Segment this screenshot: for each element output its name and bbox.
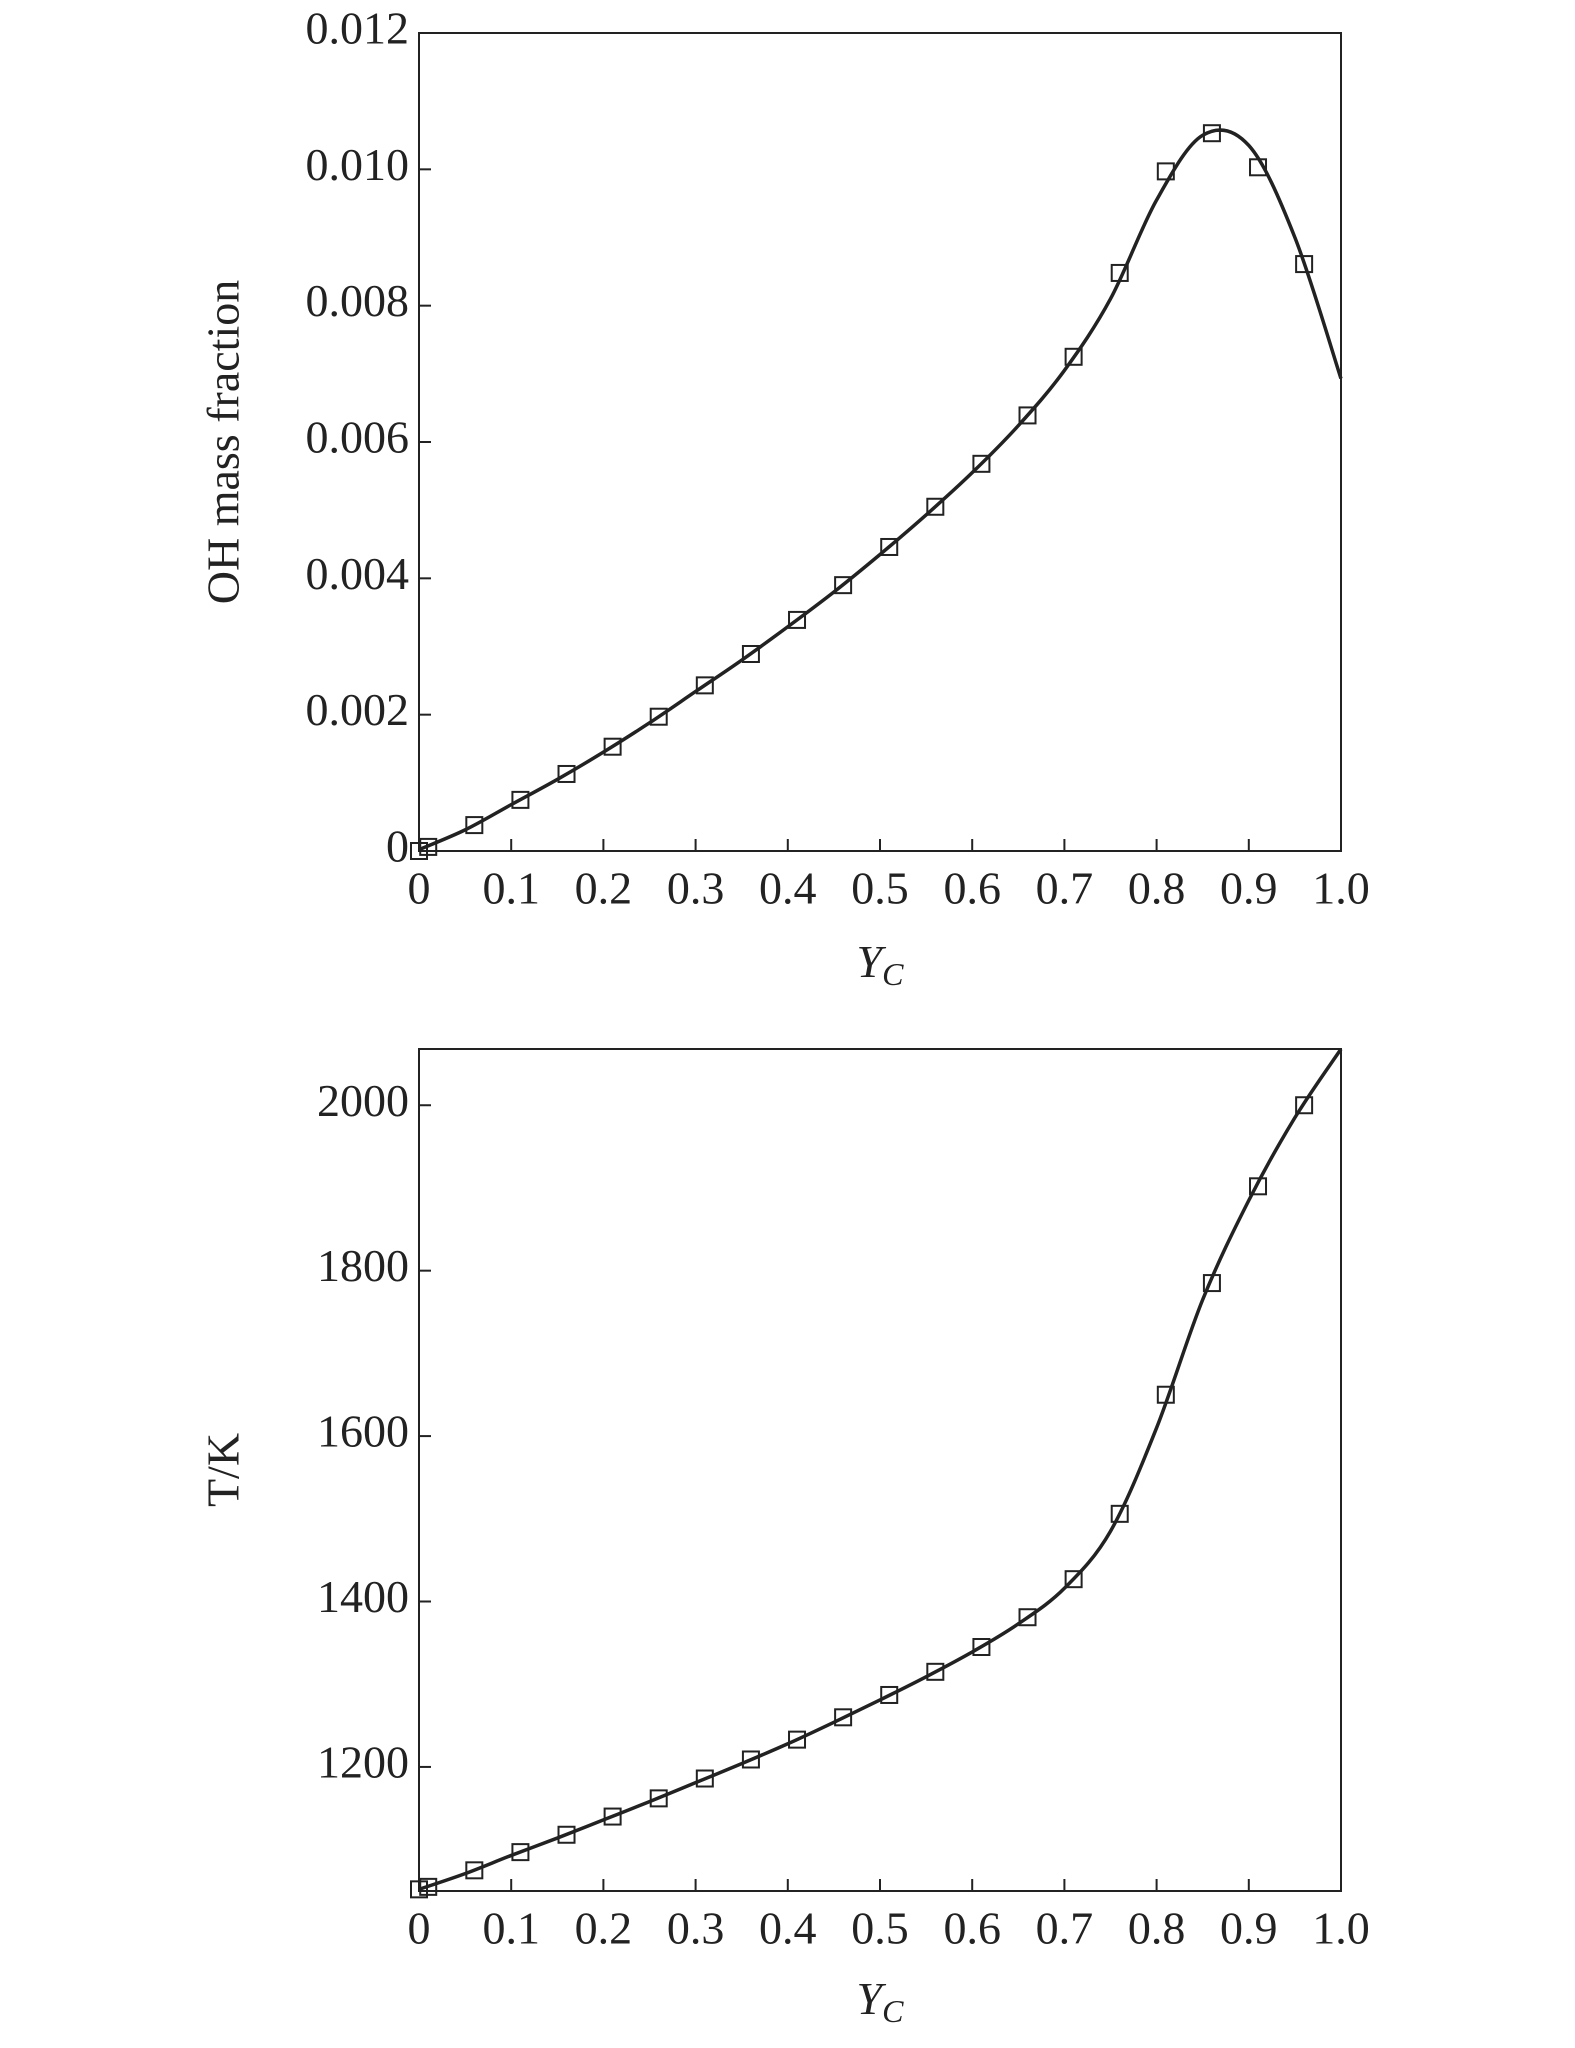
marker: [788, 1730, 807, 1749]
marker: [741, 644, 760, 663]
x-tick-label: 0: [408, 863, 431, 914]
marker: [1018, 1608, 1037, 1627]
y-tick-label: 0: [386, 821, 409, 872]
marker: [972, 454, 991, 473]
x-tick-label: 1.0: [1312, 863, 1370, 914]
marker: [465, 1861, 484, 1880]
marker: [695, 676, 714, 695]
marker: [834, 1708, 853, 1727]
x-tick-label: 0.5: [851, 863, 909, 914]
x-tick-label: 0.9: [1220, 1903, 1278, 1954]
y-tick-label: 1600: [317, 1406, 409, 1457]
marker: [410, 842, 428, 860]
y-tick-label: 1200: [317, 1736, 409, 1787]
x-tick-label: 1.0: [1312, 1903, 1370, 1954]
marker: [1202, 124, 1221, 143]
y-tick-label: 0.002: [306, 684, 410, 735]
x-tick-label: 0.7: [1036, 1903, 1094, 1954]
marker: [511, 1843, 530, 1862]
marker: [1295, 1096, 1314, 1115]
x-axis-label-main: Y: [857, 936, 887, 987]
y-tick-label: 0.006: [306, 412, 410, 463]
x-axis-label: YC: [857, 936, 905, 993]
marker: [695, 1769, 714, 1788]
x-axis-label-subscript: C: [882, 956, 904, 992]
x-tick-label: 0: [408, 1903, 431, 1954]
x-tick-label: 0.9: [1220, 863, 1278, 914]
plot: 0 0.1 0.2 0.3 0.4 0.5 0.6 0.7 0.8 0.9 1.0 0 0.002 0.0…: [198, 3, 1370, 993]
plot: 0 0.1 0.2 0.3 0.4 0.5 0.6 0.7 0.8 0.9 1.0 1200 1400 1…: [198, 1048, 1370, 2030]
x-tick-label: 0.4: [759, 863, 817, 914]
marker: [410, 1880, 428, 1899]
marker: [557, 1825, 576, 1844]
x-axis-label-subscript: C: [882, 1993, 904, 2029]
marker: [1064, 1570, 1083, 1589]
x-tick-label: 0.8: [1128, 863, 1186, 914]
x-tick-label: 0.1: [482, 863, 540, 914]
marker: [649, 1789, 668, 1808]
x-tick-label: 0.2: [575, 863, 633, 914]
plot-frame: [418, 1048, 1342, 1892]
y-tick-label: 1400: [317, 1571, 409, 1622]
marker: [880, 537, 899, 556]
line: [418, 128, 1343, 852]
marker: [1249, 1177, 1268, 1196]
x-tick-label: 0.1: [482, 1903, 540, 1954]
y-axis-label: T/K: [198, 1433, 249, 1507]
marker: [1018, 406, 1037, 425]
marker: [880, 1685, 899, 1704]
marker: [511, 790, 530, 809]
marker: [1064, 347, 1083, 366]
marker: [1110, 1504, 1129, 1523]
line: [418, 1048, 1343, 1892]
x-tick-label: 0.6: [943, 863, 1001, 914]
marker: [1156, 162, 1175, 181]
marker: [1110, 263, 1129, 282]
y-tick-label: 0.010: [306, 139, 410, 190]
marker: [1295, 255, 1314, 274]
y-tick-label: 1800: [317, 1240, 409, 1291]
x-axis-label: YC: [857, 1973, 905, 2030]
y-tick-label: 0.008: [306, 275, 410, 326]
x-tick-label: 0.6: [943, 1903, 1001, 1954]
x-tick-label: 0.3: [667, 863, 725, 914]
y-tick-label: 2000: [317, 1075, 409, 1126]
x-tick-label: 0.8: [1128, 1903, 1186, 1954]
marker: [972, 1638, 991, 1657]
x-axis-label-main: Y: [857, 1973, 887, 2024]
x-tick-label: 0.4: [759, 1903, 817, 1954]
marker: [741, 1750, 760, 1769]
plot-frame: [418, 32, 1342, 852]
marker: [834, 576, 853, 595]
marker: [603, 737, 622, 756]
marker: [926, 1662, 945, 1681]
marker: [788, 610, 807, 629]
y-axis-label: OH mass fraction: [198, 280, 249, 604]
marker: [926, 497, 945, 516]
x-tick-label: 0.3: [667, 1903, 725, 1954]
x-tick-label: 0.7: [1036, 863, 1094, 914]
marker: [1249, 158, 1268, 177]
marker: [649, 707, 668, 726]
marker: [465, 816, 484, 835]
marker: [603, 1807, 622, 1826]
x-tick-label: 0.5: [851, 1903, 909, 1954]
x-tick-label: 0.2: [575, 1903, 633, 1954]
y-tick-label: 0.004: [306, 548, 410, 599]
y-tick-label: 0.012: [306, 3, 410, 54]
marker: [419, 837, 438, 856]
marker: [1156, 1385, 1175, 1404]
marker: [557, 764, 576, 783]
marker: [1202, 1274, 1221, 1293]
marker: [419, 1877, 438, 1896]
